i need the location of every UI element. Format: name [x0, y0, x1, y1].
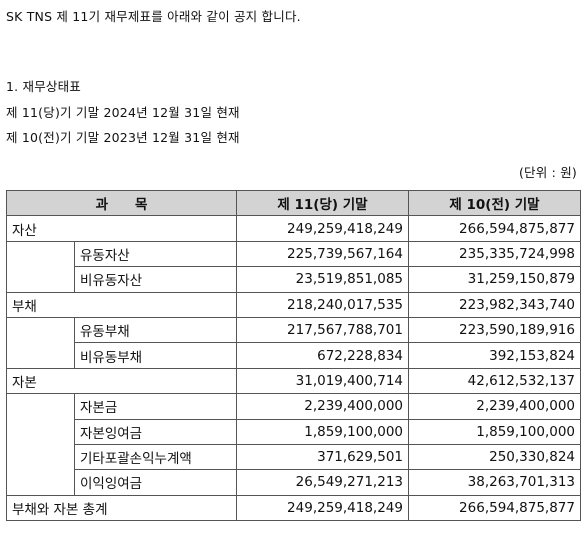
item-prior-amount: 31,259,150,879 — [408, 266, 581, 293]
indent-cell — [6, 317, 75, 369]
item-prior-amount: 223,590,189,916 — [408, 316, 581, 344]
item-label: 자본금 — [74, 393, 237, 420]
group-current-amount: 31,019,400,714 — [236, 367, 409, 395]
prior-period-line: 제 10(전)기 기말 2023년 12월 31일 현재 — [6, 130, 240, 145]
table-row: 자본금 2,239,400,000 2,239,400,000 — [6, 393, 581, 496]
table-row: 자본잉여금 1,859,100,000 1,859,100,000 — [7, 418, 581, 445]
table-header-row: 과 목 제 11(당) 기말 제 10(전) 기말 — [6, 189, 581, 217]
table-row: 기타포괄손익누계액 371,629,501 250,330,824 — [7, 443, 581, 471]
header-current: 제 11(당) 기말 — [236, 189, 409, 217]
section-title: 1. 재무상태표 — [6, 79, 81, 94]
group-label: 자산 — [6, 215, 237, 242]
item-label: 유동자산 — [74, 240, 237, 268]
item-current-amount: 2,239,400,000 — [236, 393, 409, 420]
group-prior-amount: 266,594,875,877 — [408, 215, 581, 242]
item-current-amount: 26,549,271,213 — [236, 469, 409, 496]
indent-cell — [6, 241, 75, 293]
table-row: 유동자산 225,739,567,164 235,335,724,998 — [6, 240, 581, 293]
balance-sheet-table: 과 목 제 11(당) 기말 제 10(전) 기말 자산 249,259,418,… — [6, 189, 581, 522]
item-prior-amount: 250,330,824 — [408, 443, 581, 471]
table-row: 이익잉여금 26,549,271,213 38,263,701,313 — [7, 469, 581, 496]
header-account: 과 목 — [6, 189, 237, 217]
unit-label: (단위 : 원) — [518, 165, 577, 180]
indent-cell — [6, 393, 75, 496]
header-prior: 제 10(전) 기말 — [408, 189, 581, 217]
group-label: 자본 — [6, 367, 237, 395]
group-prior-amount: 223,982,343,740 — [408, 291, 581, 318]
item-current-amount: 1,859,100,000 — [236, 418, 409, 445]
table-body: 자산 249,259,418,249 266,594,875,877 유동자산 225,… — [6, 215, 581, 522]
item-current-amount: 672,228,834 — [236, 342, 409, 369]
item-prior-amount: 2,239,400,000 — [408, 393, 581, 420]
table-row: 자산 249,259,418,249 266,594,875,877 — [6, 215, 581, 242]
table-row: 비유동자산 23,519,851,085 31,259,150,879 — [7, 266, 581, 293]
current-period-line: 제 11(당)기 기말 2024년 12월 31일 현재 — [6, 105, 240, 120]
table-row: 유동부채 217,567,788,701 223,590,189,916 — [6, 316, 581, 369]
item-label: 기타포괄손익누계액 — [74, 443, 237, 471]
group-prior-amount: 42,612,532,137 — [408, 367, 581, 395]
table-row: 자본 31,019,400,714 42,612,532,137 — [6, 367, 581, 395]
item-label: 비유동부채 — [74, 342, 237, 369]
item-current-amount: 371,629,501 — [236, 443, 409, 471]
total-label: 부채와 자본 총계 — [6, 494, 237, 522]
item-current-amount: 23,519,851,085 — [236, 266, 409, 293]
group-current-amount: 218,240,017,535 — [236, 291, 409, 318]
item-label: 자본잉여금 — [74, 418, 237, 445]
group-current-amount: 249,259,418,249 — [236, 215, 409, 242]
item-prior-amount: 1,859,100,000 — [408, 418, 581, 445]
item-prior-amount: 392,153,824 — [408, 342, 581, 369]
item-current-amount: 217,567,788,701 — [236, 316, 409, 344]
total-row: 부채와 자본 총계 249,259,418,249 266,594,875,877 — [6, 494, 581, 522]
item-label: 비유동자산 — [74, 266, 237, 293]
total-prior-amount: 266,594,875,877 — [408, 494, 581, 522]
table-row: 부채 218,240,017,535 223,982,343,740 — [6, 291, 581, 318]
group-label: 부채 — [6, 291, 237, 318]
item-current-amount: 225,739,567,164 — [236, 240, 409, 268]
table-row: 비유동부채 672,228,834 392,153,824 — [7, 342, 581, 369]
total-current-amount: 249,259,418,249 — [236, 494, 409, 522]
item-label: 이익잉여금 — [74, 469, 237, 496]
item-prior-amount: 235,335,724,998 — [408, 240, 581, 268]
notice-intro: SK TNS 제 11기 재무제표를 아래와 같이 공지 합니다. — [6, 9, 301, 24]
item-label: 유동부채 — [74, 316, 237, 344]
item-prior-amount: 38,263,701,313 — [408, 469, 581, 496]
